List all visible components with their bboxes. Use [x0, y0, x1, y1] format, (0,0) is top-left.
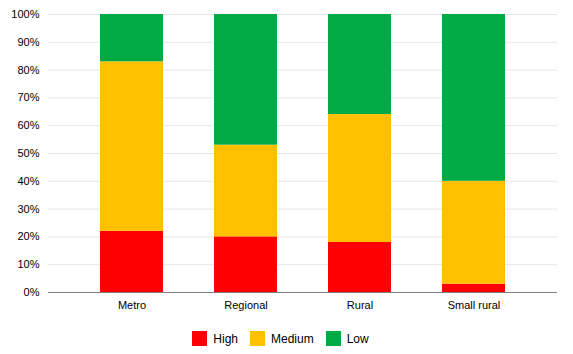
svg-text:50%: 50%: [17, 147, 39, 159]
svg-text:30%: 30%: [17, 203, 39, 215]
svg-text:Regional: Regional: [224, 299, 267, 311]
svg-text:90%: 90%: [17, 36, 39, 48]
svg-text:20%: 20%: [17, 230, 39, 242]
svg-text:Metro: Metro: [118, 299, 146, 311]
svg-text:0%: 0%: [24, 286, 40, 298]
html-text:Low: Low: [346, 331, 369, 346]
html-text:High: High: [213, 331, 238, 346]
svg-text:80%: 80%: [17, 64, 39, 76]
html-text:Medium: Medium: [271, 331, 314, 346]
svg-text:Rural: Rural: [347, 299, 373, 311]
svg-text:40%: 40%: [17, 175, 39, 187]
svg-text:Small rural: Small rural: [448, 299, 501, 311]
svg-text:70%: 70%: [17, 91, 39, 103]
svg-text:10%: 10%: [17, 258, 39, 270]
svg-text:60%: 60%: [17, 119, 39, 131]
svg-text:100%: 100%: [11, 8, 39, 20]
